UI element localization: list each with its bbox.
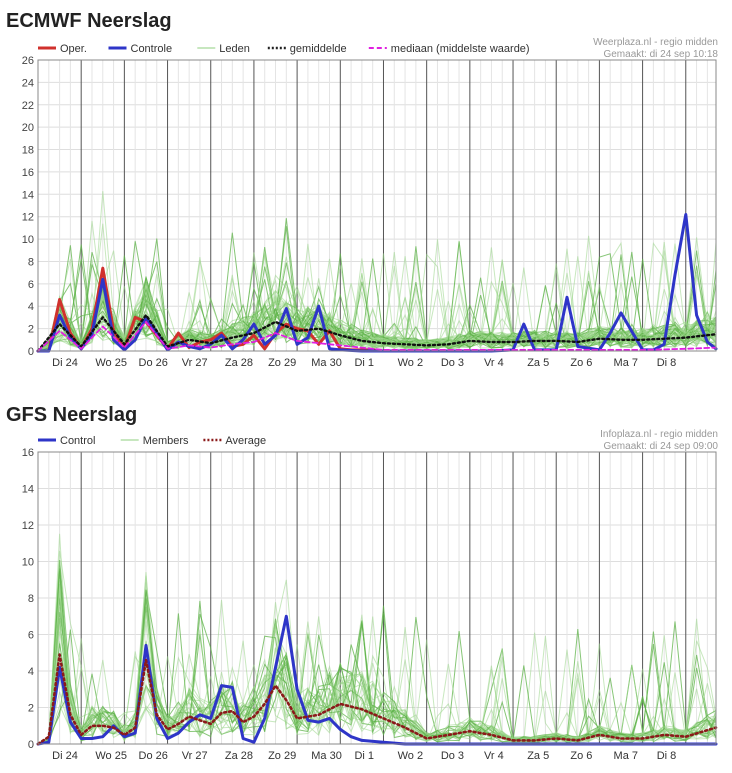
x-tick-label: Zo 29 <box>268 357 296 369</box>
x-tick-label: Do 26 <box>139 750 168 762</box>
credit-line-2: Gemaakt: di 24 sep 09:00 <box>603 441 718 452</box>
y-tick-label: 0 <box>28 739 34 751</box>
y-tick-label: 0 <box>28 346 34 358</box>
chart-credit: Weerplaza.nl - regio midden Gemaakt: di … <box>593 37 718 61</box>
x-tick-label: Zo 29 <box>268 750 296 762</box>
x-tick-label: Di 8 <box>657 357 677 369</box>
member-line <box>37 640 717 745</box>
x-tick-label: Di 1 <box>354 357 374 369</box>
y-tick-label: 4 <box>28 666 34 678</box>
series-line <box>36 314 718 353</box>
x-tick-label: Vr 27 <box>182 357 208 369</box>
legend-item: mediaan (middelste waarde) <box>368 43 530 55</box>
legend-item: Control <box>38 435 95 447</box>
y-tick-label: 14 <box>22 189 34 201</box>
series-line <box>36 653 718 746</box>
x-tick-label: Di 24 <box>52 357 78 369</box>
x-tick-label: Di 1 <box>354 750 374 762</box>
x-tick-label: Za 5 <box>527 357 549 369</box>
y-tick-label: 26 <box>22 55 34 67</box>
y-tick-label: 6 <box>28 630 34 642</box>
y-tick-label: 22 <box>22 100 34 112</box>
legend-label: Controle <box>131 43 173 55</box>
x-tick-label: Ma 30 <box>311 357 342 369</box>
member-line <box>37 570 717 745</box>
legend-item: gemiddelde <box>267 43 347 55</box>
x-tick-label: Do 3 <box>441 750 464 762</box>
x-tick-label: Ma 30 <box>311 750 342 762</box>
legend-item: Average <box>203 435 266 447</box>
y-tick-label: 16 <box>22 447 34 459</box>
x-tick-label: Do 26 <box>139 357 168 369</box>
x-tick-label: Wo 2 <box>398 357 423 369</box>
y-tick-label: 4 <box>28 301 34 313</box>
legend-label: Oper. <box>60 43 87 55</box>
legend-label: mediaan (middelste waarde) <box>391 43 530 55</box>
x-tick-label: Wo 25 <box>95 357 127 369</box>
gfs-panel: GFS Neerslag Infoplaza.nl - regio midden… <box>0 392 732 773</box>
member-line <box>37 533 717 745</box>
y-tick-label: 8 <box>28 593 34 605</box>
y-tick-label: 18 <box>22 145 34 157</box>
x-tick-label: Ma 7 <box>614 750 638 762</box>
credit-line-1: Weerplaza.nl - regio midden <box>593 37 718 48</box>
x-tick-label: Ma 7 <box>614 357 638 369</box>
x-tick-label: Do 3 <box>441 357 464 369</box>
y-tick-label: 10 <box>22 234 34 246</box>
member-line <box>37 607 717 745</box>
legend-label: Leden <box>219 43 250 55</box>
x-tick-label: Zo 6 <box>570 357 592 369</box>
legend-label: gemiddelde <box>290 43 347 55</box>
x-tick-label: Di 8 <box>657 750 677 762</box>
x-tick-label: Za 28 <box>225 750 253 762</box>
x-tick-label: Di 24 <box>52 750 78 762</box>
legend-label: Control <box>60 435 95 447</box>
ecmwf-panel: ECMWF Neerslag Weerplaza.nl - regio midd… <box>0 0 732 382</box>
chart-title: GFS Neerslag <box>6 404 138 426</box>
chart-title: ECMWF Neerslag <box>6 10 172 32</box>
y-tick-label: 20 <box>22 122 34 134</box>
legend-item: Oper. <box>38 43 87 55</box>
x-tick-label: Vr 27 <box>182 750 208 762</box>
series-line <box>36 213 718 353</box>
legend-item: Controle <box>108 43 173 55</box>
plot-border <box>37 59 717 352</box>
y-tick-label: 10 <box>22 557 34 569</box>
y-tick-label: 6 <box>28 279 34 291</box>
chart-credit: Infoplaza.nl - regio midden Gemaakt: di … <box>600 429 718 453</box>
x-tick-label: Wo 2 <box>398 750 423 762</box>
plot-border <box>37 451 717 745</box>
x-tick-label: Za 28 <box>225 357 253 369</box>
legend-label: Average <box>225 435 266 447</box>
y-tick-label: 16 <box>22 167 34 179</box>
credit-line-1: Infoplaza.nl - regio midden <box>600 429 718 440</box>
x-tick-label: Vr 4 <box>484 357 504 369</box>
x-tick-label: Vr 4 <box>484 750 504 762</box>
member-line <box>37 641 717 745</box>
y-tick-label: 12 <box>22 212 34 224</box>
y-tick-label: 14 <box>22 484 34 496</box>
x-tick-label: Zo 6 <box>570 750 592 762</box>
x-tick-label: Za 5 <box>527 750 549 762</box>
legend-item: Leden <box>197 43 250 55</box>
y-tick-label: 2 <box>28 703 34 715</box>
y-tick-label: 24 <box>22 77 34 89</box>
legend-label: Members <box>143 435 189 447</box>
credit-line-2: Gemaakt: di 24 sep 10:18 <box>603 49 718 60</box>
x-tick-label: Wo 25 <box>95 750 127 762</box>
member-line <box>37 277 717 352</box>
y-tick-label: 2 <box>28 324 34 336</box>
gfs-chart: 0 2 4 6 8 10 12 14 16 Di 24 Wo 25 Do 26 Vr 27 Za 28 Zo… <box>22 435 718 762</box>
series-line <box>37 320 717 352</box>
legend-item: Members <box>120 435 189 447</box>
y-tick-label: 12 <box>22 520 34 532</box>
y-tick-label: 8 <box>28 256 34 268</box>
